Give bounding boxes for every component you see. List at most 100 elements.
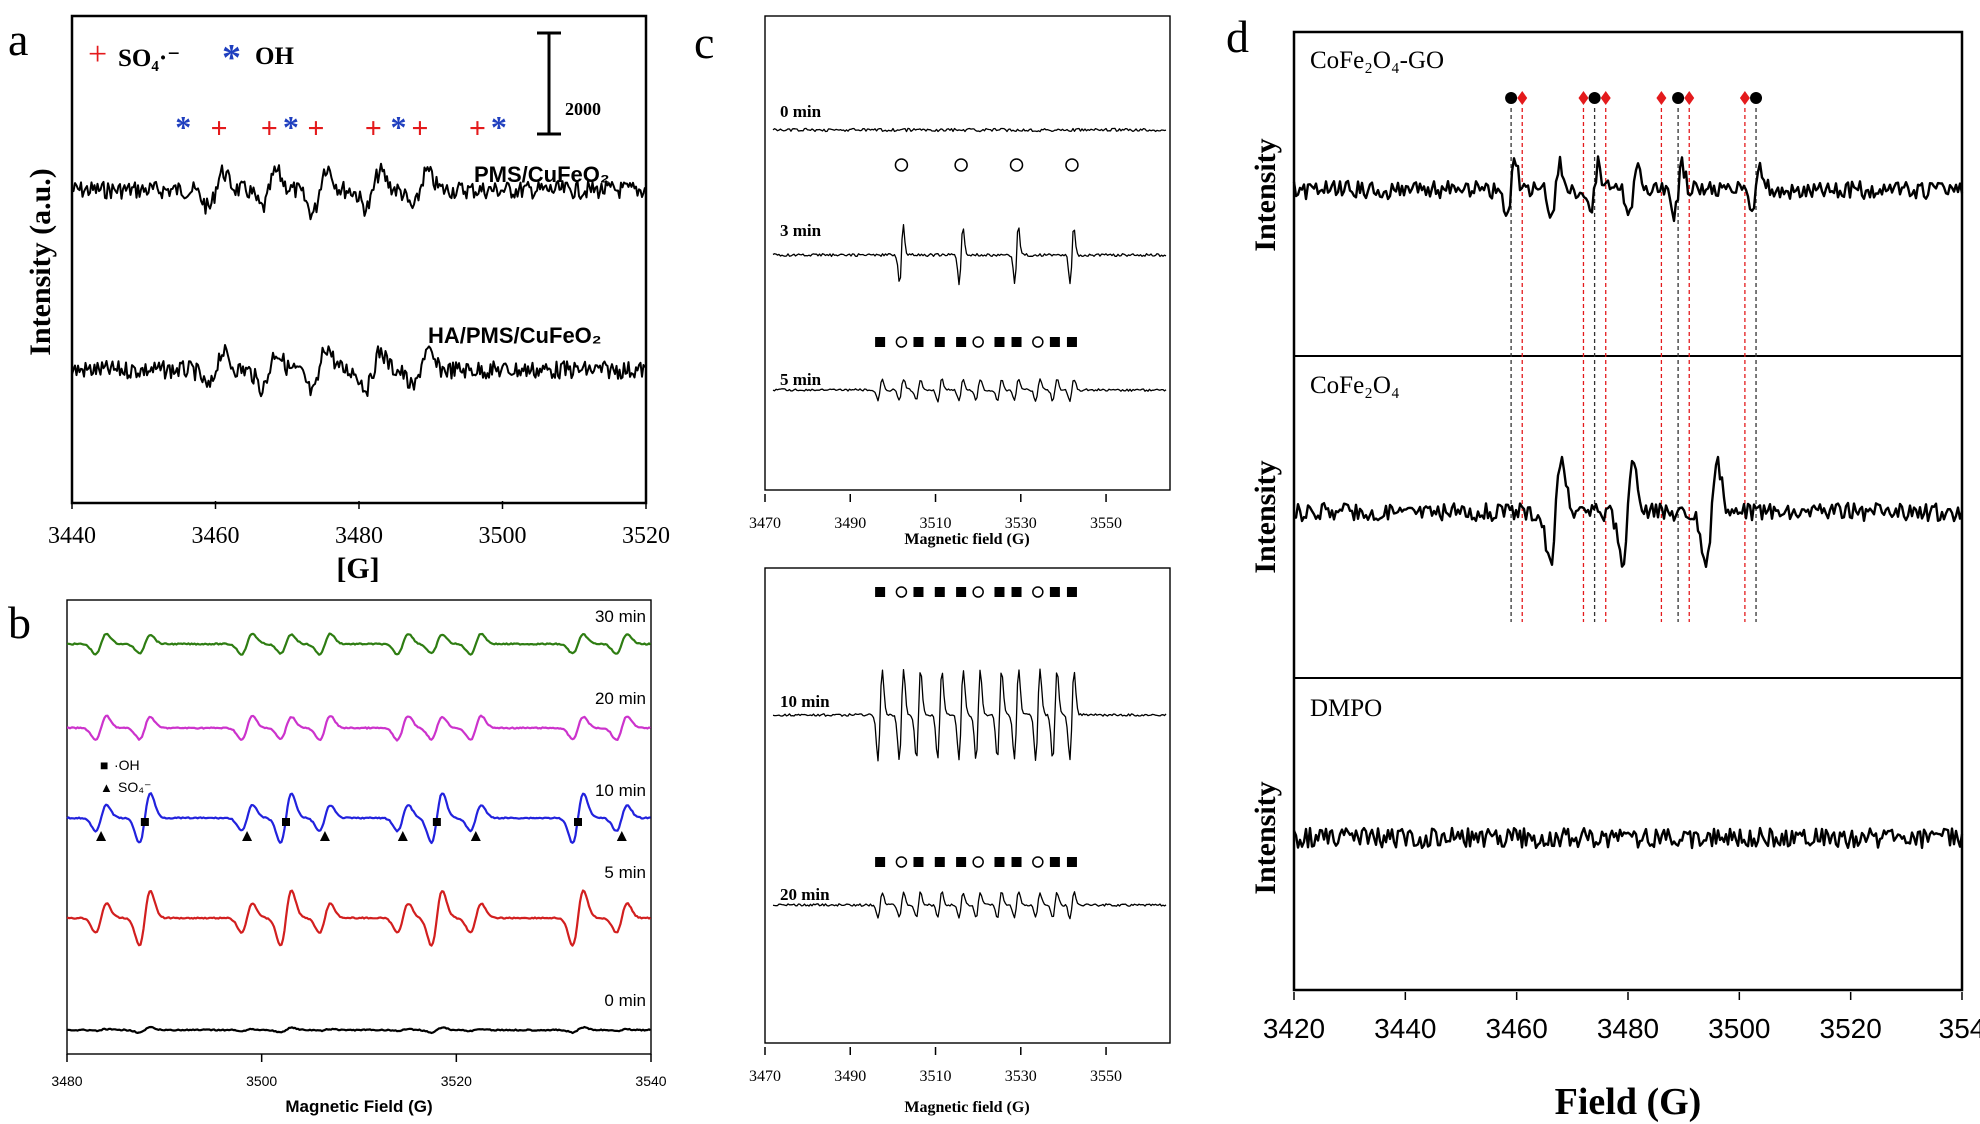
trace-5-min <box>66 889 652 947</box>
panel-a-ylabel: Intensity (a.u.) <box>24 168 57 356</box>
series-label: 5 min <box>604 863 646 882</box>
panel-c-chart: c 0 min 3 min 5 min 10 min 20 min 3470 3490 35… <box>694 15 1171 1116</box>
panel-d-tick-label: 3440 <box>1374 1013 1436 1044</box>
oh-marker: * <box>390 109 406 145</box>
series-label: 10 min <box>780 692 830 711</box>
panel-a-markers: * + + * + + * + + * <box>175 109 507 145</box>
trace-0-min <box>66 1025 651 1035</box>
so4-marker <box>319 831 330 841</box>
circle-marker <box>1065 158 1079 172</box>
square-marker <box>1011 337 1022 347</box>
legend-oh-square: ■ <box>100 757 108 773</box>
panel-c-top-frame <box>764 15 1171 491</box>
panel-d-x-ticks: 3420 3440 3460 3480 3500 3520 354 <box>1263 992 1980 1044</box>
panel-c-top-tick-label: 3510 <box>920 515 952 532</box>
trace-ha-pms-cufeo2 <box>71 344 646 398</box>
trace-c-20-min <box>772 891 1167 920</box>
panel-a: a + SO₄·⁻ * OH 2000 * + + * + + * + + * PMS/CuFeO… <box>0 0 680 600</box>
panel-d-tick-label: 3480 <box>1597 1013 1659 1044</box>
panel-b-tick-label: 3480 <box>51 1073 82 1089</box>
series-label-dmpo: DMPO <box>1310 695 1382 722</box>
trace-c-0-min <box>772 127 1167 133</box>
square-marker <box>956 587 967 597</box>
panel-a-tick-label: 3460 <box>192 523 240 549</box>
legend-oh-symbol: * <box>222 37 241 79</box>
panel-d-xlabel: Field (G) <box>1555 1081 1702 1123</box>
diamond-marker <box>1739 91 1750 105</box>
panel-c-top-tick-label: 3530 <box>1005 515 1037 532</box>
panel-c-bottom-tick-label: 3530 <box>1005 1068 1037 1085</box>
series-label: 0 min <box>780 102 822 121</box>
panel-b-markers <box>96 818 627 841</box>
panel-d-letter: d <box>1226 11 1249 62</box>
legend-oh-label: OH <box>255 43 294 70</box>
so4-marker <box>242 831 253 841</box>
square-marker <box>1011 857 1022 867</box>
trace-c-10-min <box>772 668 1167 762</box>
circle-marker <box>894 158 909 172</box>
panel-d-tick-label: 354 <box>1939 1013 1980 1044</box>
panel-d-markers <box>1505 91 1763 105</box>
square-marker <box>956 857 967 867</box>
dot-marker <box>1588 92 1601 104</box>
panel-c-x-ticks: 3470 3490 3510 3530 3550 3470 3490 3510 3530 3550 <box>749 494 1122 1085</box>
dot-marker <box>1750 92 1763 104</box>
panel-a-chart: a + SO₄·⁻ * OH 2000 * + + * + + * + + * PMS/CuFeO… <box>8 14 670 585</box>
panel-b: b 30 min 20 min 10 min 5 min 0 min ■ ·OH ▲ S… <box>0 590 680 1124</box>
trace-pms-cufeo2 <box>71 162 646 221</box>
oh-marker <box>282 818 290 826</box>
panel-d-tick-label: 3520 <box>1820 1013 1882 1044</box>
panel-c-bottom-tick-label: 3490 <box>834 1068 866 1085</box>
legend-so4-text: SO₄⁻ <box>118 779 151 795</box>
circle-marker <box>1032 856 1044 868</box>
trace-20-min <box>67 714 651 742</box>
diamond-marker <box>1578 91 1589 105</box>
panel-d-ylabel-2: Intensity <box>1249 460 1282 573</box>
trace-c-3-min <box>772 224 1167 286</box>
panel-b-letter: b <box>8 597 31 648</box>
panel-b-tick-label: 3520 <box>441 1073 472 1089</box>
trace-c-5-min <box>772 378 1167 403</box>
square-marker <box>994 587 1005 597</box>
square-marker <box>934 337 945 347</box>
panel-c-bottom-tick-label: 3470 <box>749 1068 781 1085</box>
panel-d-tick-label: 3420 <box>1263 1013 1325 1044</box>
panel-c-series-labels: 0 min 3 min 5 min 10 min 20 min <box>780 102 830 904</box>
panel-b-traces <box>66 632 652 1035</box>
panel-d-ylabel-1: Intensity <box>1249 138 1282 251</box>
series-label: 5 min <box>780 370 822 389</box>
circle-marker <box>954 158 968 172</box>
panel-a-frame <box>70 14 648 505</box>
panel-a-tick-label: 3500 <box>479 523 527 549</box>
circle-marker <box>1032 336 1044 348</box>
panel-d-chart: d CoFe₂O₄-GO CoFe₂O₄ DMPO Intensity Inte… <box>1226 11 1980 1123</box>
panel-c-top-xlabel: Magnetic field (G) <box>904 531 1029 548</box>
square-marker <box>1049 587 1060 597</box>
panel-d: d CoFe₂O₄-GO CoFe₂O₄ DMPO Intensity Inte… <box>1200 0 1980 1124</box>
series-label-pms: PMS/CuFeO₂ <box>474 162 610 187</box>
dot-marker <box>1672 92 1685 104</box>
panel-b-frame <box>66 599 652 1055</box>
series-label: 3 min <box>780 221 822 240</box>
diamond-marker <box>1600 91 1611 105</box>
square-marker <box>1066 587 1077 597</box>
panel-c-markers <box>875 158 1079 868</box>
square-marker <box>1049 337 1060 347</box>
panel-d-frame <box>1292 30 1964 992</box>
trace-dmpo <box>1292 826 1964 850</box>
trace-10-min <box>66 792 651 845</box>
scale-bar-label: 2000 <box>565 99 601 119</box>
panel-d-tick-label: 3460 <box>1486 1013 1548 1044</box>
panel-d-tick-label: 3500 <box>1708 1013 1770 1044</box>
square-marker <box>875 587 886 597</box>
oh-marker <box>140 818 149 826</box>
so4-marker: + <box>307 112 324 145</box>
dot-marker <box>1505 92 1518 104</box>
series-label-cofe2o4-go: CoFe₂O₄-GO <box>1310 47 1444 74</box>
series-label-cofe2o4: CoFe₂O₄ <box>1310 372 1400 399</box>
oh-marker: * <box>175 109 191 145</box>
panel-c-top-tick-label: 3550 <box>1090 515 1122 532</box>
diamond-marker <box>1517 91 1528 105</box>
panel-b-chart: b 30 min 20 min 10 min 5 min 0 min ■ ·OH ▲ S… <box>8 597 667 1116</box>
